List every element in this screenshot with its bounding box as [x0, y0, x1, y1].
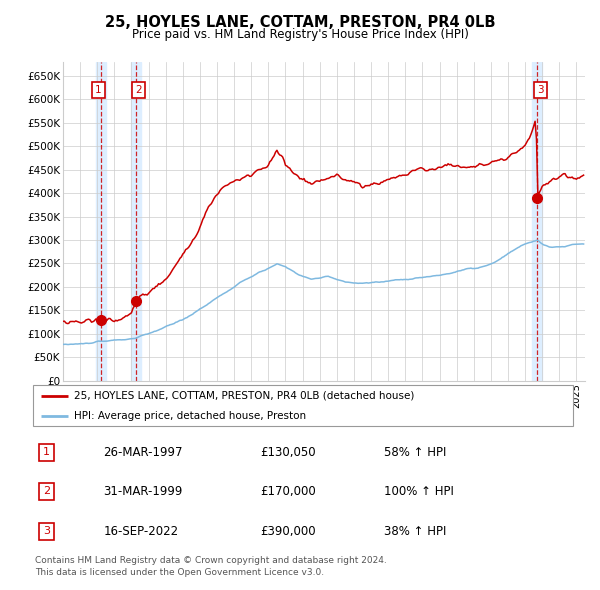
- Text: 26-MAR-1997: 26-MAR-1997: [103, 446, 182, 459]
- Text: 31-MAR-1999: 31-MAR-1999: [103, 484, 182, 498]
- Text: 3: 3: [538, 85, 544, 95]
- Text: Contains HM Land Registry data © Crown copyright and database right 2024.
This d: Contains HM Land Registry data © Crown c…: [35, 556, 386, 576]
- Text: £170,000: £170,000: [260, 484, 316, 498]
- Text: £130,050: £130,050: [260, 446, 316, 459]
- FancyBboxPatch shape: [33, 385, 573, 426]
- Text: 1: 1: [95, 85, 102, 95]
- Text: 25, HOYLES LANE, COTTAM, PRESTON, PR4 0LB: 25, HOYLES LANE, COTTAM, PRESTON, PR4 0L…: [105, 15, 495, 30]
- Text: Price paid vs. HM Land Registry's House Price Index (HPI): Price paid vs. HM Land Registry's House …: [131, 28, 469, 41]
- Text: HPI: Average price, detached house, Preston: HPI: Average price, detached house, Pres…: [74, 411, 305, 421]
- Text: 2: 2: [43, 486, 50, 496]
- Text: 2: 2: [135, 85, 142, 95]
- Bar: [532, 62, 542, 381]
- Text: 38% ↑ HPI: 38% ↑ HPI: [384, 525, 446, 537]
- Text: 25, HOYLES LANE, COTTAM, PRESTON, PR4 0LB (detached house): 25, HOYLES LANE, COTTAM, PRESTON, PR4 0L…: [74, 391, 414, 401]
- Bar: [96, 62, 106, 381]
- Text: £390,000: £390,000: [260, 525, 316, 537]
- Text: 100% ↑ HPI: 100% ↑ HPI: [384, 484, 454, 498]
- Text: 16-SEP-2022: 16-SEP-2022: [103, 525, 178, 537]
- Text: 1: 1: [43, 447, 50, 457]
- Text: 3: 3: [43, 526, 50, 536]
- Bar: [131, 62, 141, 381]
- Text: 58% ↑ HPI: 58% ↑ HPI: [384, 446, 446, 459]
